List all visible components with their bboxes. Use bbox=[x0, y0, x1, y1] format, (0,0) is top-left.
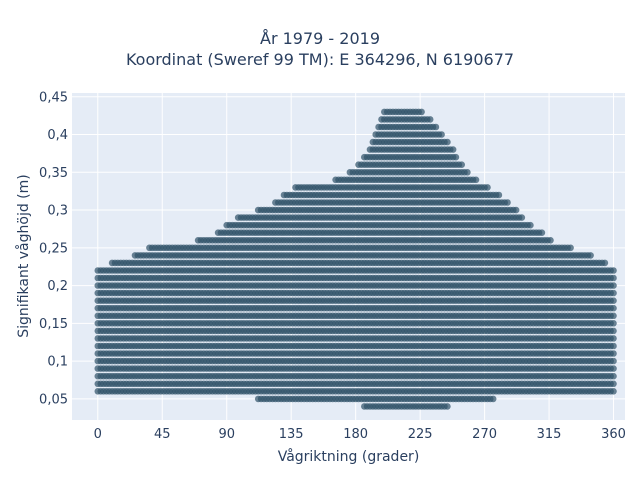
data-point bbox=[464, 169, 471, 176]
data-point bbox=[610, 350, 617, 357]
data-point bbox=[587, 252, 594, 259]
y-tick-label: 0,2 bbox=[47, 279, 68, 294]
data-point bbox=[610, 312, 617, 320]
data-point bbox=[610, 335, 617, 342]
data-point bbox=[567, 244, 574, 252]
y-axis-title: Signifikant våghöjd (m) bbox=[15, 174, 32, 337]
data-point bbox=[444, 138, 451, 146]
data-point bbox=[547, 237, 554, 244]
data-point bbox=[610, 320, 617, 327]
x-tick-label: 135 bbox=[279, 427, 304, 442]
y-tick-label: 0,25 bbox=[39, 241, 68, 256]
data-point bbox=[610, 342, 617, 350]
y-tick-label: 0,05 bbox=[39, 392, 68, 407]
data-point bbox=[458, 161, 466, 168]
data-point bbox=[610, 365, 617, 372]
data-point bbox=[504, 199, 511, 206]
data-point bbox=[610, 274, 617, 282]
y-tick-label: 0,35 bbox=[39, 166, 68, 181]
data-point bbox=[512, 206, 520, 214]
x-axis-title: Vågriktning (grader) bbox=[278, 448, 420, 465]
data-point bbox=[610, 327, 617, 335]
data-point bbox=[610, 380, 617, 388]
data-point bbox=[610, 297, 617, 305]
x-tick-label: 90 bbox=[218, 427, 235, 442]
data-point bbox=[418, 108, 425, 116]
x-tick-label: 0 bbox=[94, 427, 102, 442]
data-point bbox=[610, 357, 617, 365]
data-point bbox=[610, 304, 617, 312]
data-point bbox=[449, 146, 457, 153]
data-point bbox=[432, 123, 440, 131]
data-point bbox=[444, 403, 451, 410]
data-point bbox=[601, 259, 609, 267]
x-tick-label: 270 bbox=[472, 427, 497, 442]
x-tick-label: 225 bbox=[408, 427, 433, 442]
data-point bbox=[484, 184, 491, 191]
data-point bbox=[518, 214, 526, 221]
data-point bbox=[426, 116, 434, 123]
y-tick-label: 0,4 bbox=[47, 128, 68, 143]
data-points bbox=[94, 108, 617, 410]
data-point bbox=[610, 267, 617, 274]
data-point bbox=[610, 282, 617, 289]
y-tick-labels: 0,05 0,1 0,15 0,2 0,25 0,3 0,35 0,4 0,45 bbox=[39, 90, 68, 407]
x-tick-label: 360 bbox=[601, 427, 626, 442]
y-tick-label: 0,15 bbox=[39, 317, 68, 332]
data-point bbox=[489, 395, 497, 403]
x-tick-labels: 0 45 90 135 180 225 270 315 360 bbox=[94, 427, 626, 442]
data-point bbox=[610, 289, 617, 297]
x-tick-label: 315 bbox=[537, 427, 562, 442]
data-point bbox=[527, 221, 534, 229]
data-point bbox=[495, 191, 503, 199]
y-tick-label: 0,3 bbox=[47, 204, 68, 219]
data-point bbox=[538, 229, 546, 236]
chart-title-line1: År 1979 - 2019 bbox=[260, 29, 380, 48]
y-tick-label: 0,45 bbox=[39, 90, 68, 105]
x-tick-label: 45 bbox=[154, 427, 171, 442]
y-tick-label: 0,1 bbox=[47, 355, 68, 370]
chart-title-line2: Koordinat (Sweref 99 TM): E 364296, N 61… bbox=[125, 50, 515, 69]
data-point bbox=[610, 372, 617, 380]
x-tick-label: 180 bbox=[343, 427, 368, 442]
data-point bbox=[452, 153, 460, 161]
data-point bbox=[438, 131, 445, 138]
data-point bbox=[472, 176, 480, 184]
data-point bbox=[610, 388, 617, 395]
